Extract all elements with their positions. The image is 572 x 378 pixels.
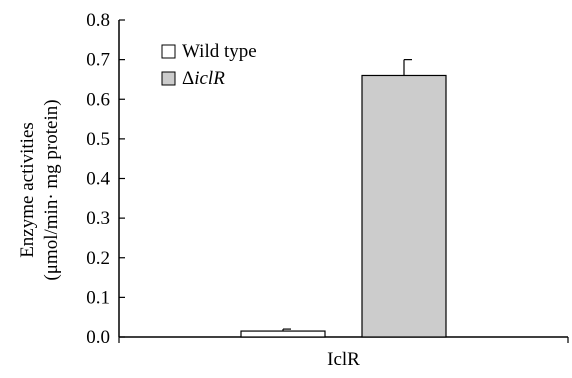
bar-series0-0 [240, 330, 326, 338]
legend-label-wild-type: Wild type [182, 41, 257, 62]
y-tick-label-5: 0.5 [86, 129, 110, 150]
legend: Wild type ΔiclR [161, 41, 257, 89]
legend-label-delta-prefix: Δ [182, 68, 194, 89]
legend-swatch-delta-iclr [161, 71, 176, 86]
bar-series1-0 [361, 74, 447, 338]
y-tick-label-7: 0.7 [86, 50, 110, 71]
legend-swatch-wild-type [161, 44, 176, 59]
legend-label-delta-italic: iclR [194, 68, 225, 89]
y-tick-label-2: 0.2 [86, 248, 110, 269]
legend-label-delta-iclr: ΔiclR [182, 68, 225, 89]
axes [118, 19, 569, 343]
y-tick-label-8: 0.8 [86, 10, 110, 31]
bars [240, 59, 447, 338]
labels: 0.0 0.1 0.2 0.3 0.4 0.5 0.6 0.7 0.8 IclR [86, 10, 360, 370]
y-axis-title-line2: (μmol/min· mg protein) [41, 99, 62, 280]
y-tick-label-6: 0.6 [86, 89, 110, 110]
y-tick-label-3: 0.3 [86, 208, 110, 229]
y-tick-label-0: 0.0 [86, 327, 110, 348]
x-category-label-0: IclR [327, 349, 360, 370]
y-tick-label-4: 0.4 [86, 169, 110, 190]
y-tick-label-1: 0.1 [86, 287, 110, 308]
y-axis-title-line1: Enzyme activities [17, 122, 38, 258]
